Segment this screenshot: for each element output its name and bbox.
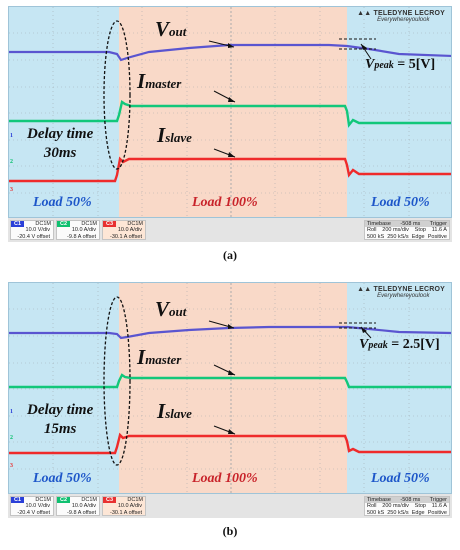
scope-plot <box>9 7 451 217</box>
region-light-load-left <box>9 7 119 217</box>
channel-2-box[interactable]: C2 DC1M 10.0 A/div -9.8 A offset <box>56 220 100 240</box>
load-mid-label: Load 100% <box>192 471 258 486</box>
imaster-label: Imaster <box>137 345 182 369</box>
imaster-arrow-head <box>228 370 235 375</box>
timebase-box[interactable]: Timebase -508 ms Trigger Roll 200 ms/div Sto… <box>364 496 450 516</box>
channel-2-box[interactable]: C2 DC1M 10.0 A/div -9.8 A offset <box>56 496 100 516</box>
vout-trace <box>9 325 451 340</box>
marker-ch3: 3 <box>10 187 13 193</box>
channel-3-tag: C3 <box>103 221 117 227</box>
scope-brand-logo: ▲▲ TELEDYNE LECROY Everywhereyoulook <box>357 10 445 23</box>
brand-tagline: Everywhereyoulook <box>377 293 430 299</box>
timebase-box[interactable]: Timebase -508 ms Trigger Roll 200 ms/div Sto… <box>364 220 450 240</box>
grid <box>9 283 451 493</box>
vpeak-label: Vpeak = 2.5[V] <box>359 337 440 352</box>
vout-arrow-head <box>228 43 234 48</box>
imaster-trace <box>9 100 451 128</box>
channel-2-tag: C2 <box>57 497 71 503</box>
vout-label: Vout <box>155 297 187 321</box>
marker-ch2: 2 <box>10 159 13 165</box>
channel-2-tag: C2 <box>57 221 71 227</box>
vpeak-arrow-head <box>361 44 367 50</box>
scope-brand-logo: ▲▲ TELEDYNE LECROY Everywhereyoulook <box>357 286 445 299</box>
channel-1-tag: C1 <box>11 497 25 503</box>
marker-ch2: 2 <box>10 435 13 441</box>
vpeak-label: Vpeak = 5[V] <box>365 57 436 72</box>
load-left-label: Load 50% <box>33 471 92 486</box>
oscilloscope-screen: 1 2 3 ▲▲ TELEDYNE LECROY Everywhereyoulo… <box>8 282 452 494</box>
load-right-label: Load 50% <box>371 195 430 210</box>
islave-label: Islave <box>157 399 192 423</box>
logo-mark-icon: ▲▲ <box>357 10 372 17</box>
brand-name: TELEDYNE LECROY <box>373 286 445 293</box>
logo-mark-icon: ▲▲ <box>357 286 372 293</box>
islave-label: Islave <box>157 123 192 147</box>
grid <box>9 7 451 217</box>
delay-time-label: Delay time 15ms <box>27 402 94 437</box>
oscilloscope-screen: 1 2 3 ▲▲ TELEDYNE LECROY Everywhereyoulo… <box>8 6 452 218</box>
islave-arrow-head <box>228 429 235 434</box>
vpeak-arrow-head <box>361 327 367 333</box>
region-light-load-right <box>347 7 451 217</box>
marker-ch1: 1 <box>10 133 13 139</box>
region-full-load <box>119 7 347 217</box>
scope-plot <box>9 283 451 493</box>
channel-3-box[interactable]: C3 DC1M 10.0 A/div -30.1 A offset <box>102 496 146 516</box>
delay-ellipse <box>103 296 131 466</box>
channel-1-box[interactable]: C1 DC1M 10.0 V/div -20.4 V offset <box>10 220 54 240</box>
imaster-trace <box>9 373 451 389</box>
marker-ch3: 3 <box>10 463 13 469</box>
delay-ellipse <box>103 20 131 170</box>
islave-trace <box>9 432 451 455</box>
caption-b: (b) <box>222 524 238 538</box>
scope-status-bar: C1 DC1M 10.0 V/div -20.4 V offset C2 DC1M … <box>8 494 452 518</box>
scope-status-bar: C1 DC1M 10.0 V/div -20.4 V offset C2 DC1M … <box>8 218 452 242</box>
islave-trace <box>9 156 451 183</box>
vout-arrow-head <box>228 324 234 329</box>
marker-ch1: 1 <box>10 409 13 415</box>
load-mid-label: Load 100% <box>192 195 258 210</box>
channel-1-box[interactable]: C1 DC1M 10.0 V/div -20.4 V offset <box>10 496 54 516</box>
channel-3-tag: C3 <box>103 497 117 503</box>
load-left-label: Load 50% <box>33 195 92 210</box>
brand-name: TELEDYNE LECROY <box>373 10 445 17</box>
region-light-load-right <box>347 283 451 493</box>
brand-tagline: Everywhereyoulook <box>377 17 430 23</box>
channel-3-box[interactable]: C3 DC1M 10.0 A/div -30.1 A offset <box>102 220 146 240</box>
channel-1-tag: C1 <box>11 221 25 227</box>
caption-a: (a) <box>223 248 237 262</box>
vout-label: Vout <box>155 17 187 41</box>
region-full-load <box>119 283 347 493</box>
islave-arrow-head <box>228 152 235 157</box>
region-light-load-left <box>9 283 119 493</box>
delay-time-label: Delay time 30ms <box>27 126 94 161</box>
imaster-label: Imaster <box>137 69 182 93</box>
load-right-label: Load 50% <box>371 471 430 486</box>
imaster-arrow-head <box>228 97 235 102</box>
